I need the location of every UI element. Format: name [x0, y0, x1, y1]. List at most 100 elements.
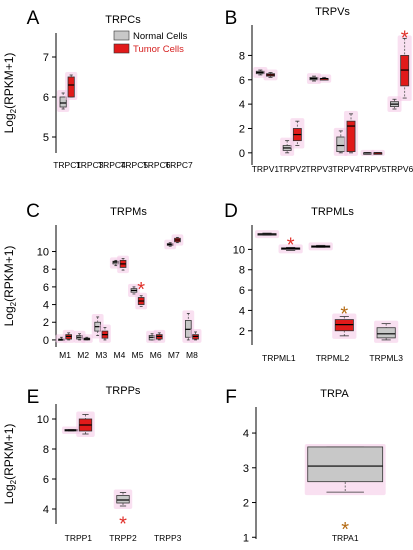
- y-tick-label: 2: [243, 498, 249, 510]
- tumor-box: [135, 292, 148, 310]
- tumor-box: [62, 329, 75, 343]
- y-tick-label: 2: [239, 326, 245, 338]
- normal-box: [254, 230, 280, 239]
- y-tick-label: 10: [233, 244, 245, 256]
- y-axis-label: Log2(RPKM+1): [2, 424, 18, 505]
- panel-title: TRPA: [320, 388, 349, 400]
- y-tick-label: 6: [239, 75, 245, 87]
- x-tick-label: TRPC3: [76, 160, 104, 170]
- y-axis-label: Log2(RPKM+1): [2, 246, 18, 327]
- y-tick-label: 7: [43, 52, 49, 64]
- y-tick-label: 6: [43, 474, 49, 486]
- significance-star: *: [341, 519, 349, 541]
- y-tick-label: 8: [43, 264, 49, 276]
- significance-star: *: [287, 234, 295, 256]
- x-tick-label: TRPML1: [262, 353, 296, 363]
- tumor-box: [278, 244, 303, 254]
- y-tick-label: 4: [43, 504, 49, 516]
- legend-label: Tumor Cells: [133, 44, 184, 55]
- normal-box: [387, 96, 402, 112]
- normal-box: [113, 489, 133, 509]
- panel-letter: A: [27, 8, 40, 29]
- legend-label: Normal Cells: [133, 31, 188, 42]
- y-tick-label: 6: [43, 282, 49, 294]
- y-tick-label: 1: [243, 532, 249, 544]
- panel-letter: D: [224, 201, 238, 222]
- x-tick-label: TRPC1: [53, 160, 81, 170]
- legend: Normal Cells Tumor Cells: [113, 30, 188, 55]
- x-tick-label: TRPV2: [279, 164, 307, 174]
- tumor-box: [171, 234, 184, 246]
- y-tick-label: 2: [239, 123, 245, 135]
- panel-e: E TRPPs 4 6 8 10 Log2(RPKM+1) TRPP1 TRPP2 TRPP3 *: [2, 385, 182, 543]
- box-body: [400, 55, 410, 87]
- tumor-box: [332, 313, 357, 339]
- panel-d: D TRPMLs 2 4 6 8 10 TRPML1 TRPML2 TRPML3 * *: [224, 201, 403, 363]
- x-tick-label: TRPV4: [332, 164, 360, 174]
- y-tick-label: 10: [37, 414, 49, 426]
- panel-letter: F: [225, 387, 237, 408]
- x-tick-label: TRPV3: [305, 164, 333, 174]
- x-tick-label: M3: [95, 350, 107, 360]
- tumor-box: [99, 324, 111, 343]
- panel-title: TRPMs: [110, 206, 147, 218]
- normal-box: [308, 242, 333, 251]
- panel-title: TRPCs: [105, 14, 141, 26]
- normal-box: [374, 320, 399, 343]
- tumor-box: [343, 110, 359, 156]
- significance-star: *: [401, 28, 409, 50]
- x-tick-label: TRPV6: [386, 164, 413, 174]
- panel-letter: E: [27, 387, 40, 408]
- tumor-box: [397, 35, 412, 102]
- y-tick-label: 4: [239, 99, 245, 111]
- tumor-box: [189, 328, 202, 343]
- box-body: [59, 96, 67, 108]
- x-tick-label: TRPV1: [252, 164, 280, 174]
- y-tick-label: 8: [239, 50, 245, 62]
- y-tick-label: 8: [43, 444, 49, 456]
- x-tick-label: TRPP1: [65, 533, 93, 543]
- box-body: [376, 327, 396, 339]
- tumor-box: [263, 69, 278, 81]
- tumor-box: [290, 118, 305, 149]
- y-tick-label: 3: [243, 463, 249, 475]
- panel-letter: B: [225, 8, 238, 29]
- legend-swatch: [113, 30, 130, 41]
- panel-title: TRPMLs: [311, 206, 354, 218]
- x-tick-label: TRPC5: [120, 160, 148, 170]
- x-tick-label: M7: [168, 350, 180, 360]
- x-tick-label: TRPA1: [332, 533, 359, 543]
- significance-star: *: [119, 514, 127, 536]
- panel-letter: C: [26, 201, 40, 222]
- x-tick-label: TRPML3: [369, 353, 403, 363]
- x-tick-label: M1: [59, 350, 71, 360]
- significance-star: *: [137, 279, 145, 301]
- x-tick-label: TRPC6: [143, 160, 171, 170]
- panel-b: B TRPVs 0 2 4 6 8 TRPV1 TRPV2 TRPV3 TRPV4 TRPV5 TRPV…: [225, 6, 413, 174]
- y-tick-label: 6: [239, 285, 245, 297]
- box-body: [336, 136, 346, 153]
- panel-title: TRPPs: [106, 385, 141, 397]
- tumor-box: [65, 72, 78, 100]
- panel-title: TRPVs: [315, 6, 350, 18]
- x-tick-label: M4: [114, 350, 126, 360]
- x-tick-label: TRPV5: [359, 164, 387, 174]
- tumor-box: [117, 255, 129, 274]
- tumor-box: [76, 411, 95, 437]
- y-tick-label: 8: [239, 265, 245, 277]
- x-tick-label: TRPC7: [165, 160, 193, 170]
- y-tick-label: 6: [43, 92, 49, 104]
- tumor-box: [80, 334, 93, 343]
- normal-box: [128, 283, 140, 297]
- box-body: [307, 446, 384, 483]
- panel-c: C TRPMs 0 2 4 6 8 10 Log2(RPKM+1) M1 M2 M3 M4 M5 M6 M7 M…: [2, 201, 202, 360]
- y-axis-label: Log2(RPKM+1): [2, 53, 18, 134]
- tumor-box: [317, 74, 332, 83]
- x-tick-label: TRPP3: [154, 533, 182, 543]
- y-tick-label: 2: [43, 317, 49, 329]
- x-tick-label: M2: [77, 350, 89, 360]
- x-tick-label: M5: [132, 350, 144, 360]
- box-body: [67, 76, 75, 98]
